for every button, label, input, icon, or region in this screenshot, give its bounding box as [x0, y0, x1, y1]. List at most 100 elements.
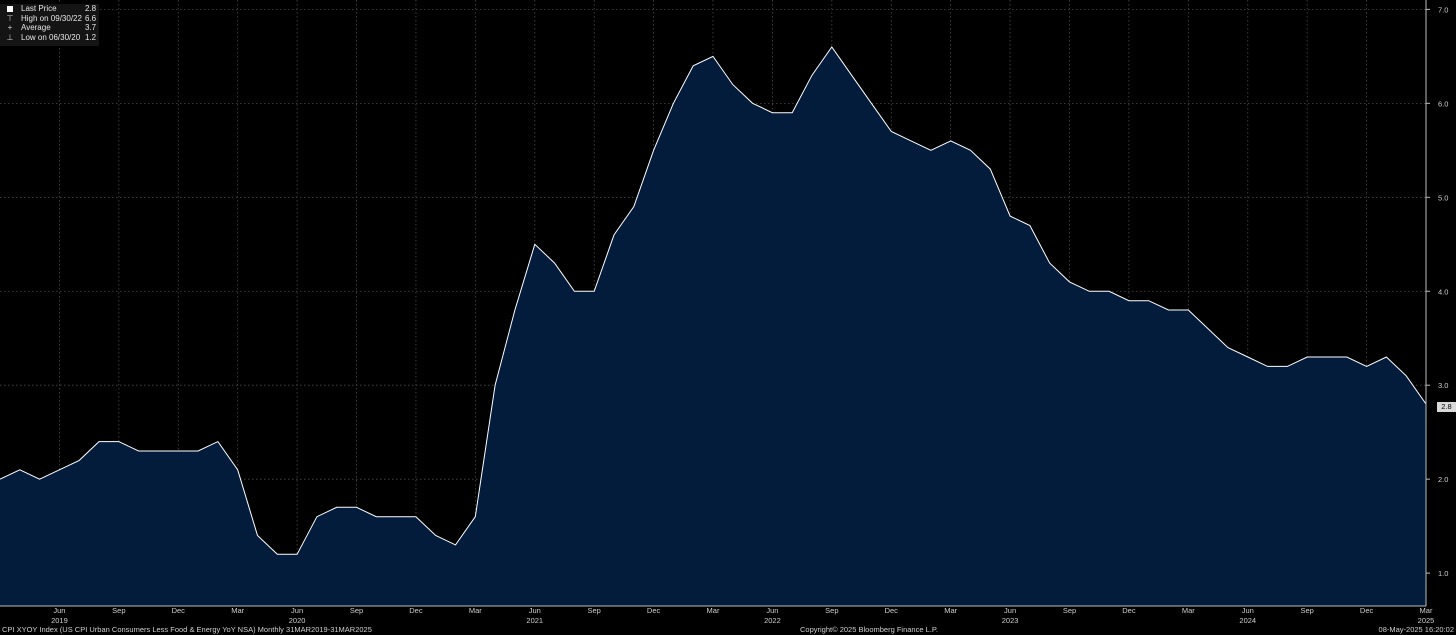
legend-label: Average [21, 23, 51, 32]
data-point [850, 74, 853, 77]
x-tick-label: Dec [409, 606, 423, 615]
data-point [1187, 308, 1190, 311]
data-point [652, 149, 655, 152]
x-year-label: 2023 [1002, 616, 1019, 625]
data-point [395, 515, 398, 518]
data-point [573, 290, 576, 293]
data-point [375, 515, 378, 518]
data-point [1385, 355, 1388, 358]
y-tick-label: 6.0 [1438, 99, 1448, 108]
data-point [38, 478, 41, 481]
x-tick-label: Sep [350, 606, 363, 615]
data-point [1108, 290, 1111, 293]
data-point [1127, 299, 1130, 302]
plot-series [0, 45, 1427, 606]
data-point [1266, 365, 1269, 368]
x-year-label: 2020 [289, 616, 306, 625]
data-point [513, 308, 516, 311]
data-point [989, 168, 992, 171]
x-tick-label: Sep [1063, 606, 1076, 615]
data-point [1226, 346, 1229, 349]
data-point [711, 55, 714, 58]
x-tick-label: Dec [172, 606, 186, 615]
y-tick-label: 3.0 [1438, 381, 1448, 390]
legend-label: Low on 06/30/20 [21, 32, 81, 42]
high-marker-icon: ⊤ [6, 13, 14, 23]
legend-value: 1.2 [85, 32, 97, 42]
x-tick-label: Dec [1122, 606, 1136, 615]
data-point [1028, 224, 1031, 227]
x-tick-label: Sep [587, 606, 600, 615]
data-point [791, 111, 794, 114]
data-point [1147, 299, 1150, 302]
data-point [692, 64, 695, 67]
footer-security-description: CPI XYOY Index (US CPI Urban Consumers L… [2, 625, 372, 634]
data-point [276, 553, 279, 556]
legend-value: 3.7 [85, 23, 97, 32]
data-point [434, 534, 437, 537]
data-point [731, 83, 734, 86]
data-point [533, 243, 536, 246]
low-marker-icon: ⊥ [6, 32, 14, 42]
data-point [137, 449, 140, 452]
x-tick-label: Dec [885, 606, 899, 615]
data-point [474, 515, 477, 518]
data-point [1405, 374, 1408, 377]
y-tick-label: 2.0 [1438, 475, 1448, 484]
x-tick-label: Mar [1182, 606, 1195, 615]
data-point [1207, 327, 1210, 330]
data-point [117, 440, 120, 443]
average-marker-icon: + [7, 23, 13, 32]
data-point [216, 440, 219, 443]
data-point [1365, 365, 1368, 368]
data-point [315, 515, 318, 518]
data-point [751, 102, 754, 105]
data-point [197, 449, 200, 452]
data-point [1048, 262, 1051, 265]
data-point [771, 111, 774, 114]
y-tick-label: 4.0 [1438, 287, 1448, 296]
data-point [612, 233, 615, 236]
data-point [157, 449, 160, 452]
x-tick-label: Jun [53, 606, 65, 615]
data-point [256, 534, 259, 537]
x-tick-label: Sep [825, 606, 838, 615]
x-tick-label: Mar [231, 606, 244, 615]
data-point [97, 440, 100, 443]
series-area-fill [0, 47, 1426, 606]
data-point [177, 449, 180, 452]
data-point [1088, 290, 1091, 293]
series-line [0, 46, 1427, 555]
x-tick-label: Dec [647, 606, 661, 615]
data-point [1246, 355, 1249, 358]
legend-label: Last Price [21, 4, 57, 13]
data-point [830, 45, 833, 48]
x-year-label: 2024 [1239, 616, 1256, 625]
x-tick-label: Jun [529, 606, 541, 615]
x-tick-label: Mar [469, 606, 482, 615]
x-tick-label: Mar [944, 606, 957, 615]
legend-value: 2.8 [85, 4, 97, 13]
x-year-label: 2022 [764, 616, 781, 625]
data-point [296, 553, 299, 556]
x-tick-label: Jun [1004, 606, 1016, 615]
data-point [18, 468, 21, 471]
data-point [355, 506, 358, 509]
footer-timestamp: 08-May-2025 16:20:02 [1378, 625, 1454, 634]
legend-value: 6.6 [85, 13, 97, 23]
data-point [810, 74, 813, 77]
x-tick-label: Mar [1420, 606, 1433, 615]
data-point [78, 459, 81, 462]
legend-item-low: ⊥ Low on 06/30/20 1.2 [0, 33, 99, 43]
legend-item-average: + Average 3.7 [0, 23, 99, 33]
y-tick-label: 7.0 [1438, 5, 1448, 14]
data-point [494, 384, 497, 387]
data-point [553, 262, 556, 265]
data-point [1167, 308, 1170, 311]
x-tick-label: Jun [766, 606, 778, 615]
data-point [58, 468, 61, 471]
x-tick-label: Mar [707, 606, 720, 615]
data-point [1306, 355, 1309, 358]
